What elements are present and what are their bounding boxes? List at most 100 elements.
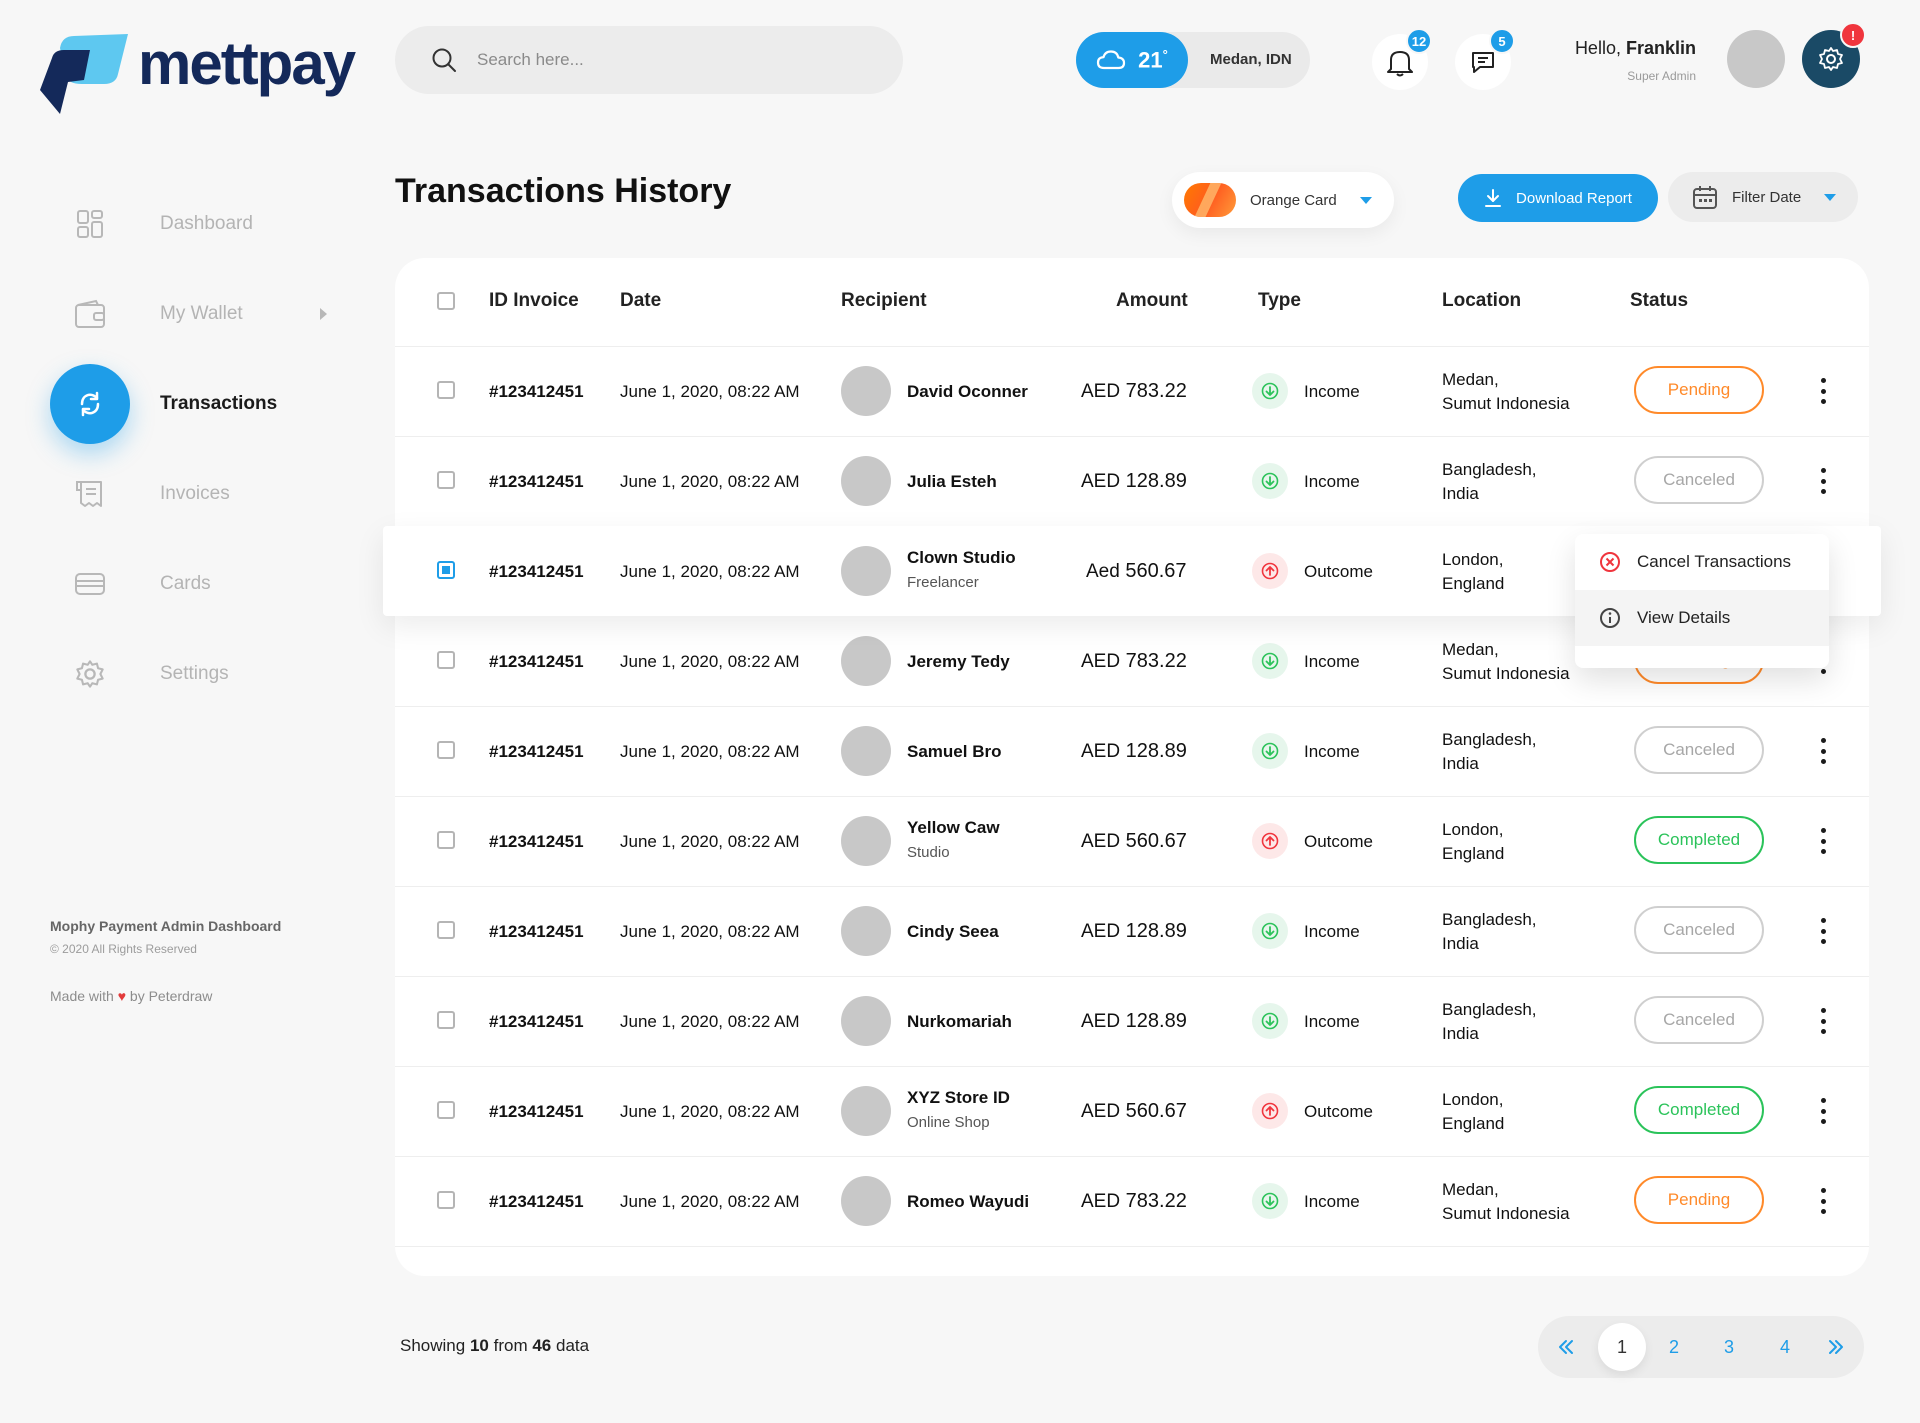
double-chevron-right-icon[interactable]: [1816, 1316, 1856, 1378]
messages-badge: 5: [1489, 28, 1515, 54]
recipient-name: Clown Studio: [907, 548, 1016, 567]
card-select-label: Orange Card: [1250, 191, 1337, 209]
amount-value: 783.22: [1125, 1190, 1187, 1212]
status-badge: Canceled: [1634, 996, 1764, 1044]
search-input[interactable]: [475, 49, 859, 71]
invoice-id: #123412451: [489, 1192, 584, 1211]
table-row[interactable]: #123412451 June 1, 2020, 08:22 AM Julia Es…: [395, 436, 1869, 527]
currency: AED: [1081, 921, 1121, 942]
sidebar-item-transactions[interactable]: Transactions: [50, 364, 340, 444]
gear-icon: [1819, 47, 1843, 71]
weather-location: Medan, IDN: [1210, 51, 1292, 68]
row-checkbox[interactable]: [437, 1191, 455, 1209]
row-checkbox[interactable]: [437, 651, 455, 669]
pagination: 1 2 3 4: [1538, 1316, 1864, 1378]
recipient-name: Samuel Bro: [907, 742, 1002, 761]
more-options-icon[interactable]: [1813, 914, 1833, 948]
header-location[interactable]: Location: [1442, 290, 1522, 311]
greeting-text: Hello, Franklin: [1574, 38, 1696, 58]
status-badge: Completed: [1634, 1086, 1764, 1134]
messages-button[interactable]: 5: [1455, 28, 1515, 90]
page-1-button[interactable]: 1: [1598, 1323, 1646, 1371]
card-select-dropdown[interactable]: Orange Card: [1172, 172, 1394, 228]
page-4-button[interactable]: 4: [1779, 1336, 1790, 1357]
double-chevron-left-icon[interactable]: [1546, 1316, 1586, 1378]
header-status[interactable]: Status: [1630, 290, 1689, 311]
header-amount[interactable]: Amount: [1116, 290, 1188, 311]
row-checkbox[interactable]: [437, 921, 455, 939]
amount-value: 560.67: [1125, 830, 1187, 852]
transaction-date: June 1, 2020, 08:22 AM: [620, 742, 800, 761]
row-checkbox[interactable]: [437, 1101, 455, 1119]
more-options-icon[interactable]: [1813, 374, 1833, 408]
row-checkbox[interactable]: [437, 1011, 455, 1029]
row-checkbox[interactable]: [437, 471, 455, 489]
recipient-subtitle: Studio: [907, 844, 950, 861]
search-bar[interactable]: [395, 26, 903, 94]
filter-date-dropdown[interactable]: Filter Date: [1668, 172, 1858, 222]
sidebar-item-invoices[interactable]: Invoices: [50, 454, 340, 534]
table-row[interactable]: #123412451 June 1, 2020, 08:22 AM Romeo Wa…: [395, 1156, 1869, 1247]
more-options-icon[interactable]: [1813, 464, 1833, 498]
recipient-avatar: [841, 726, 891, 776]
amount-value: 783.22: [1125, 380, 1187, 402]
recipient-avatar: [841, 1176, 891, 1226]
header-date[interactable]: Date: [620, 290, 662, 311]
wallet-icon: [50, 274, 130, 354]
location: Bangladesh, India: [1442, 730, 1537, 773]
sidebar-item-cards[interactable]: Cards: [50, 544, 340, 624]
row-context-menu: Cancel Transactions View Details: [1575, 534, 1829, 668]
location: Medan, Sumut Indonesia: [1442, 1180, 1570, 1223]
header-type[interactable]: Type: [1258, 290, 1301, 311]
row-checkbox[interactable]: [437, 831, 455, 849]
more-options-icon[interactable]: [1813, 1184, 1833, 1218]
table-row[interactable]: #123412451 June 1, 2020, 08:22 AM Yellow C…: [395, 796, 1869, 887]
sidebar-item-dashboard[interactable]: Dashboard: [50, 184, 340, 264]
recipient-name: Romeo Wayudi: [907, 1192, 1030, 1211]
more-options-icon[interactable]: [1813, 734, 1833, 768]
location: London, England: [1442, 550, 1505, 593]
header-id-invoice[interactable]: ID Invoice: [489, 290, 579, 311]
heart-icon: ♥: [117, 988, 127, 1004]
view-details-label: View Details: [1637, 608, 1731, 627]
table-row[interactable]: #123412451 June 1, 2020, 08:22 AM XYZ Stor…: [395, 1066, 1869, 1157]
brand-logo[interactable]: mettpay: [38, 30, 358, 114]
row-checkbox[interactable]: [437, 561, 455, 579]
transaction-type: Income: [1304, 472, 1360, 491]
row-checkbox[interactable]: [437, 381, 455, 399]
currency: AED: [1081, 741, 1121, 762]
recipient-name: Yellow Caw: [907, 818, 1000, 837]
amount: AED 128.89: [1081, 1010, 1187, 1033]
footer-title: Mophy Payment Admin Dashboard: [50, 918, 282, 934]
more-options-icon[interactable]: [1813, 1094, 1833, 1128]
more-options-icon[interactable]: [1813, 824, 1833, 858]
page-3-button[interactable]: 3: [1723, 1336, 1734, 1357]
recipient-name: David Oconner: [907, 382, 1028, 401]
table-row[interactable]: #123412451 June 1, 2020, 08:22 AM Cindy Se…: [395, 886, 1869, 977]
select-all-checkbox[interactable]: [437, 292, 455, 310]
brand-logo-mark: [40, 34, 128, 114]
view-details-menu-item[interactable]: View Details: [1575, 590, 1829, 646]
header-recipient[interactable]: Recipient: [841, 290, 927, 311]
table-row[interactable]: #123412451 June 1, 2020, 08:22 AM Samuel B…: [395, 706, 1869, 797]
notifications-button[interactable]: 12: [1372, 28, 1432, 90]
table-row[interactable]: #123412451 June 1, 2020, 08:22 AM Nurkomar…: [395, 976, 1869, 1067]
sidebar-item-my-wallet[interactable]: My Wallet: [50, 274, 340, 354]
user-avatar[interactable]: [1727, 30, 1785, 88]
cancel-transaction-menu-item[interactable]: Cancel Transactions: [1575, 534, 1829, 590]
income-arrow-icon: [1252, 1003, 1288, 1039]
transaction-type: Income: [1304, 652, 1360, 671]
table-row[interactable]: #123412451 June 1, 2020, 08:22 AM David Oc…: [395, 346, 1869, 437]
footer-copyright: © 2020 All Rights Reserved: [50, 942, 197, 956]
sidebar-item-label: Dashboard: [160, 213, 253, 234]
download-report-button[interactable]: Download Report: [1458, 174, 1658, 222]
more-options-icon[interactable]: [1813, 1004, 1833, 1038]
sidebar-item-settings[interactable]: Settings: [50, 634, 340, 714]
row-checkbox[interactable]: [437, 741, 455, 759]
download-icon: [1485, 189, 1502, 207]
recipient-avatar: [841, 636, 891, 686]
page-2-button[interactable]: 2: [1668, 1336, 1679, 1357]
currency: Aed: [1086, 561, 1120, 582]
settings-button[interactable]: !: [1802, 22, 1866, 88]
weather-temperature: 21°: [1138, 46, 1168, 73]
